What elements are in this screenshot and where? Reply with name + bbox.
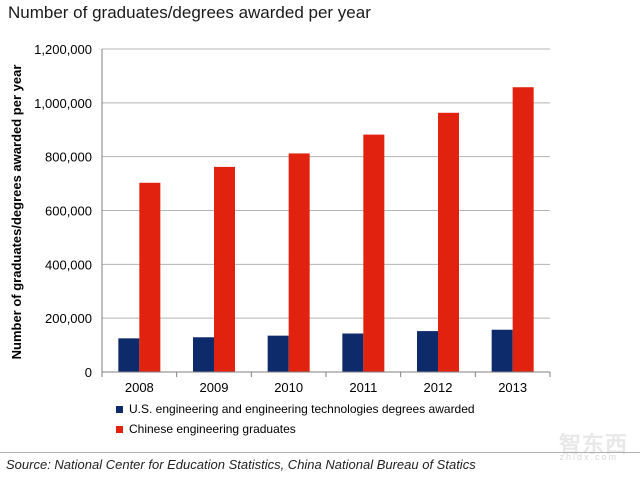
bar-us-2012	[417, 331, 438, 372]
legend-item-china: Chinese engineering graduates	[116, 420, 475, 438]
y-tick-label: 0	[85, 365, 92, 380]
y-tick-label: 200,000	[45, 311, 92, 326]
gridlines	[102, 48, 550, 319]
legend: U.S. engineering and engineering technol…	[116, 400, 475, 440]
y-tick-label: 1,000,000	[34, 96, 92, 111]
x-tick-label: 2009	[200, 380, 229, 395]
chart-title: Number of graduates/degrees awarded per …	[8, 3, 371, 22]
y-tick-label: 800,000	[45, 150, 92, 165]
legend-swatch-china	[116, 425, 123, 433]
legend-label-china: Chinese engineering graduates	[129, 422, 296, 436]
x-tick-label: 2010	[274, 380, 303, 395]
x-tick-label: 2008	[125, 380, 154, 395]
y-tick-label: 600,000	[45, 204, 92, 219]
x-tick-label: 2011	[349, 380, 377, 395]
bar-us-2011	[342, 333, 364, 372]
axes: 0 200,000 400,000 600,000 800,000 1,000,000 1,…	[34, 42, 551, 395]
bar-us-2009	[193, 337, 214, 372]
bar-china-2008	[139, 182, 161, 372]
x-tick-label: 2012	[424, 380, 453, 395]
bar-us-2010	[267, 335, 289, 372]
bar-us-2008	[118, 338, 140, 372]
legend-label-us: U.S. engineering and engineering technol…	[129, 402, 475, 416]
x-tick-label: 2013	[498, 380, 527, 395]
bar-china-2012	[438, 112, 459, 372]
bar-china-2011	[363, 134, 385, 372]
bar-china-2009	[214, 166, 235, 372]
y-axis-label: Number of graduates/degrees awarded per …	[9, 65, 24, 360]
bar-china-2013	[512, 87, 534, 372]
bars	[118, 87, 534, 372]
watermark-url: zhidx.com	[559, 452, 618, 462]
bar-chart: 0 200,000 400,000 600,000 800,000 1,000,000 1,…	[9, 42, 551, 395]
legend-item-us: U.S. engineering and engineering technol…	[116, 400, 475, 418]
source-note: Source: National Center for Education St…	[0, 452, 640, 472]
y-tick-label: 1,200,000	[34, 42, 92, 57]
y-tick-label: 400,000	[45, 257, 92, 272]
bar-china-2010	[288, 153, 310, 372]
bar-us-2013	[491, 329, 513, 372]
legend-swatch-us	[116, 405, 123, 413]
